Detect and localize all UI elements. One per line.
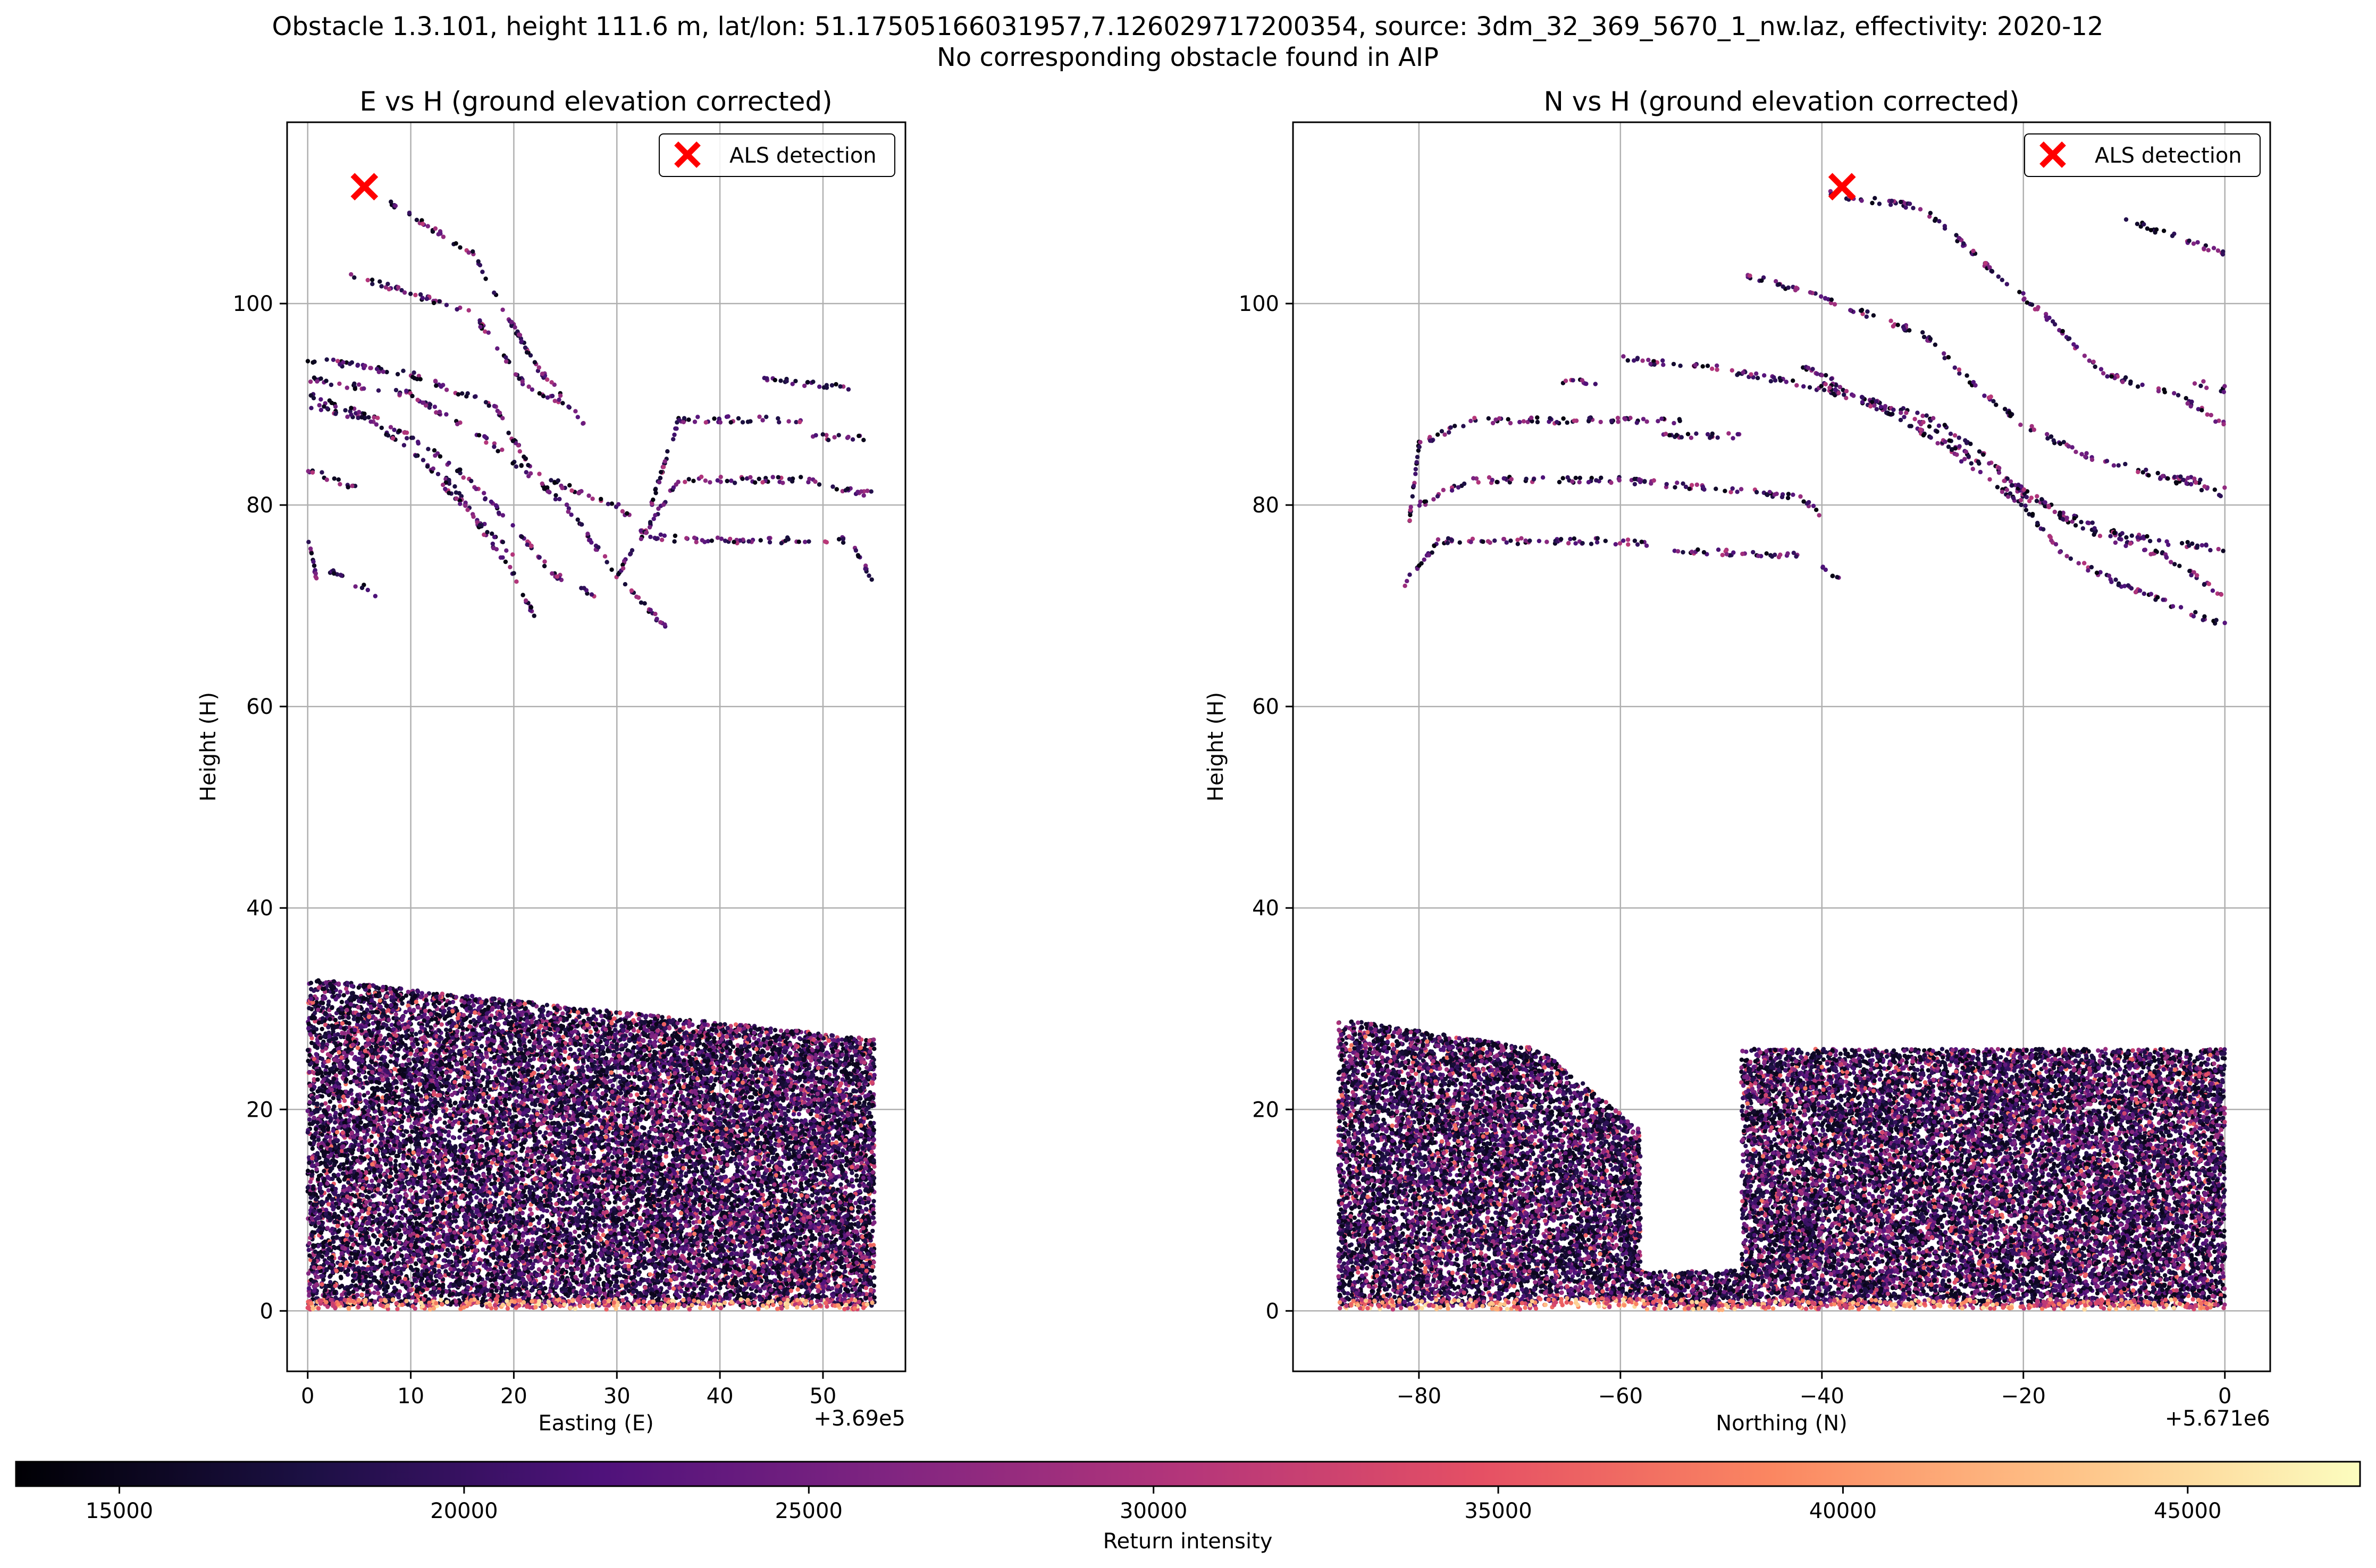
left-point	[372, 1290, 377, 1295]
left-point	[341, 993, 346, 998]
left-point	[540, 1214, 544, 1219]
left-point	[474, 1195, 479, 1200]
left-point	[432, 1212, 437, 1217]
left-point	[680, 1051, 685, 1056]
left-point	[838, 1182, 843, 1187]
figure-subtitle: No corresponding obstacle found in AIP	[937, 43, 1439, 72]
left-point	[827, 1054, 832, 1059]
left-point	[331, 1095, 336, 1100]
left-point	[415, 1107, 420, 1111]
left-point	[660, 1015, 665, 1019]
left-point	[459, 1271, 464, 1276]
left-point	[796, 1199, 802, 1203]
left-point	[692, 1172, 697, 1177]
left-point	[642, 1126, 647, 1131]
left-point	[451, 1107, 456, 1111]
left-point	[477, 1032, 483, 1037]
left-point	[808, 1167, 813, 1172]
left-point	[731, 1151, 736, 1156]
left-axes-title: E vs H (ground elevation corrected)	[359, 86, 832, 117]
left-point	[307, 1117, 312, 1122]
left-point	[442, 1137, 447, 1142]
left-point	[536, 1220, 541, 1226]
left-point	[432, 1092, 436, 1097]
left-point	[355, 1046, 360, 1050]
left-point	[492, 1065, 497, 1070]
left-point	[363, 1075, 368, 1080]
left-point	[791, 1176, 796, 1181]
left-point	[392, 1285, 397, 1291]
left-dense-points	[305, 978, 877, 1312]
left-point	[610, 1155, 615, 1160]
left-point	[810, 1293, 815, 1298]
left-point	[434, 1119, 440, 1124]
left-point	[393, 1159, 398, 1164]
left-point	[485, 1075, 490, 1080]
left-axes: E vs H (ground elevation corrected) 0 10 2…	[196, 86, 906, 1436]
left-point	[593, 1231, 598, 1236]
left-point	[444, 1027, 449, 1032]
figure-title: Obstacle 1.3.101, height 111.6 m, lat/lo…	[272, 12, 2104, 41]
left-point	[857, 1035, 861, 1040]
left-point	[701, 1242, 706, 1247]
left-point	[695, 1043, 700, 1048]
left-point	[383, 1216, 388, 1220]
left-point	[499, 1290, 504, 1295]
left-point	[713, 1286, 718, 1291]
left-point	[367, 1138, 372, 1143]
left-point	[316, 1137, 321, 1142]
left-point	[328, 1099, 333, 1104]
